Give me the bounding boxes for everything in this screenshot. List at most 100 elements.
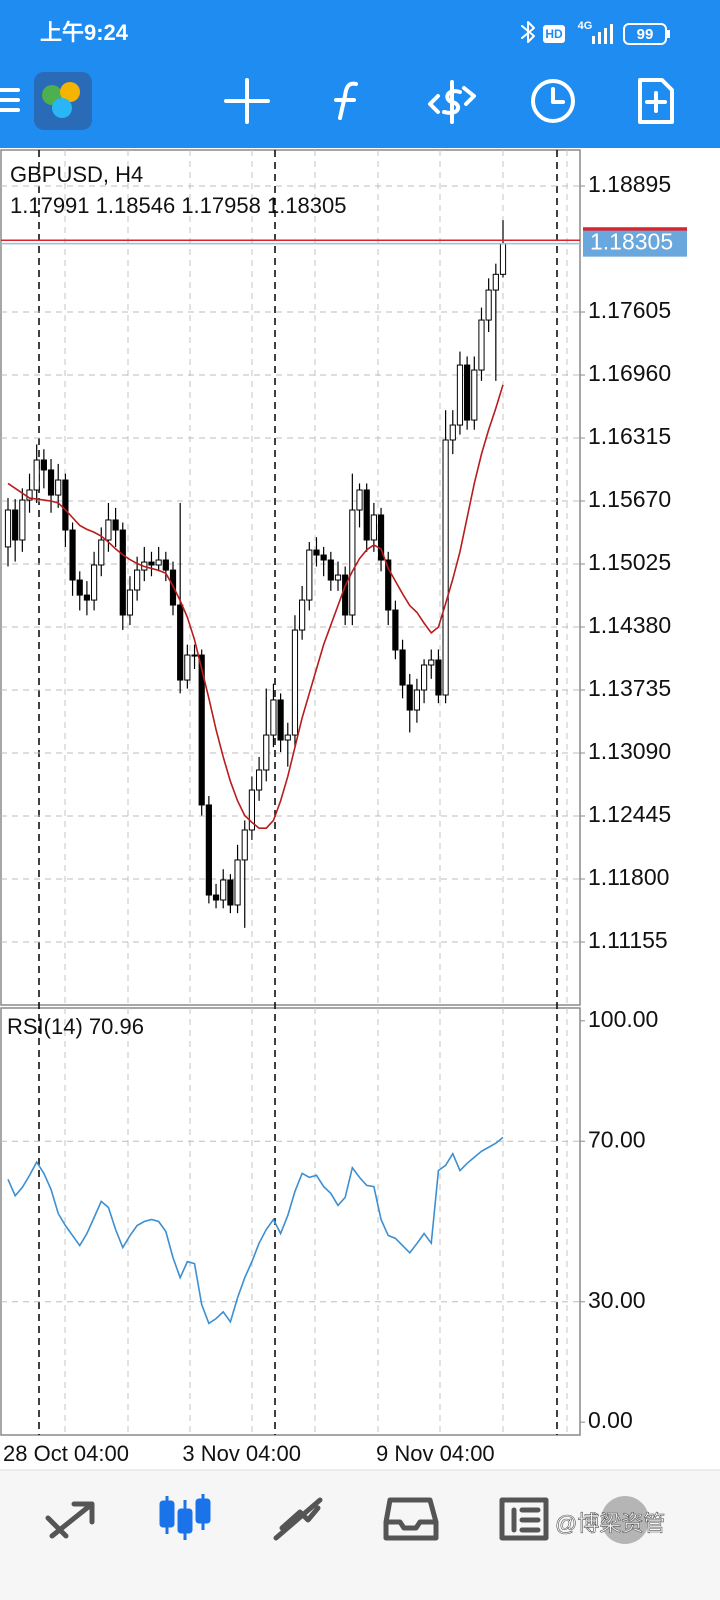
price-panel	[0, 149, 581, 1006]
candle-body	[277, 699, 284, 741]
candle-body	[363, 489, 370, 541]
candle-body	[270, 699, 277, 736]
candle-body	[105, 519, 112, 541]
candle-body	[420, 664, 428, 691]
candle-body	[12, 509, 19, 541]
candle-body	[184, 654, 191, 681]
candle-body	[33, 459, 40, 491]
candles	[4, 220, 507, 928]
network-label: 4G	[578, 20, 593, 32]
hd-label: HD	[545, 27, 563, 41]
candle-body	[119, 529, 126, 616]
candle-body	[499, 243, 507, 275]
candle-body	[47, 469, 55, 496]
candle-body	[234, 859, 241, 906]
chart-tab[interactable]	[159, 1494, 211, 1540]
rsi-panel	[0, 1007, 581, 1436]
rsi-name: RSI(14)	[7, 1014, 83, 1039]
watermark: @博梁资管	[555, 1511, 665, 1536]
candle-body	[69, 529, 76, 581]
new-order-button[interactable]	[638, 78, 674, 124]
candle-body	[126, 589, 134, 616]
y-tick-label: 1.12445	[588, 801, 671, 827]
trade-button[interactable]	[428, 80, 476, 124]
high-value: 1.18546	[96, 193, 176, 218]
candle-body	[191, 654, 198, 657]
x-tick-label: 9 Nov 04:00	[376, 1441, 495, 1466]
y-tick-label: 1.16315	[588, 423, 671, 449]
candle-body	[4, 509, 12, 548]
trade-tab[interactable]	[273, 1497, 323, 1541]
candle-body	[205, 804, 212, 896]
ask-marker	[583, 227, 687, 232]
status-time: 上午9:24	[40, 20, 129, 45]
y-tick-label: 1.11155	[588, 927, 668, 953]
y-tick-label: 100.00	[588, 1006, 658, 1032]
y-tick-label: 1.13735	[588, 675, 671, 701]
news-tab[interactable]	[499, 1497, 549, 1541]
y-tick-label: 1.15670	[588, 486, 671, 512]
quotes-tab[interactable]	[45, 1501, 95, 1539]
candle-body	[406, 684, 413, 711]
history-tab[interactable]	[383, 1497, 439, 1541]
candle-body	[449, 424, 456, 441]
candle-body	[220, 879, 227, 901]
candle-body	[162, 559, 169, 571]
x-tick-label: 28 Oct 04:00	[3, 1441, 129, 1466]
candle-body	[306, 549, 313, 601]
candle-body	[291, 629, 299, 736]
candle-body	[227, 879, 234, 906]
y-tick-label: 1.11800	[588, 864, 669, 890]
candle-body	[413, 689, 421, 711]
candle-body	[62, 479, 69, 531]
low-value: 1.17958	[181, 193, 261, 218]
chart-area	[0, 148, 720, 1470]
battery-level: 99	[637, 26, 654, 43]
candle-body	[248, 789, 256, 831]
vertical-grid	[64, 150, 568, 1435]
period-button[interactable]	[531, 79, 575, 123]
y-tick-label: 1.15025	[588, 549, 671, 575]
open-value: 1.17991	[10, 193, 90, 218]
ohlc-readout: 1.17991 1.18546 1.17958 1.18305	[10, 193, 347, 218]
candle-body	[299, 599, 306, 631]
price-label: 1.18305	[590, 229, 673, 255]
candle-body	[442, 439, 449, 696]
moving-average	[7, 384, 504, 830]
candle-body	[464, 364, 471, 421]
y-tick-label: 30.00	[588, 1287, 646, 1313]
candle-body	[148, 561, 155, 566]
app-icon[interactable]	[34, 72, 92, 130]
candle-body	[377, 514, 385, 561]
candle-body	[385, 559, 392, 611]
rsi-title: RSI(14) 70.96	[7, 1014, 144, 1039]
price-label-bg	[583, 230, 687, 257]
candle-body	[313, 549, 320, 556]
chat-tab[interactable]	[601, 1496, 649, 1544]
y-tick-label: 70.00	[588, 1126, 646, 1152]
indicators-button[interactable]	[334, 81, 358, 120]
top-bar	[0, 0, 720, 148]
candle-body	[485, 289, 492, 321]
candle-body	[356, 489, 363, 511]
candle-body	[112, 519, 119, 531]
candle-body	[284, 734, 291, 741]
candle-body	[134, 569, 141, 591]
candle-body	[212, 894, 220, 901]
y-tick-label: 1.13090	[588, 738, 671, 764]
crosshair-button[interactable]	[224, 78, 270, 124]
y-tick-label: 1.14380	[588, 612, 671, 638]
candle-body	[327, 559, 334, 581]
y-tick-label: 1.17605	[588, 297, 671, 323]
battery-tip	[667, 30, 670, 38]
candle-body	[40, 459, 47, 471]
hd-badge	[543, 25, 565, 43]
candle-body	[177, 604, 184, 681]
candle-body	[399, 649, 406, 686]
candle-body	[263, 734, 270, 771]
candle-body	[26, 489, 33, 501]
candle-body	[76, 579, 83, 596]
y-tick-label: 1.16960	[588, 360, 671, 386]
menu-button[interactable]	[0, 88, 20, 112]
